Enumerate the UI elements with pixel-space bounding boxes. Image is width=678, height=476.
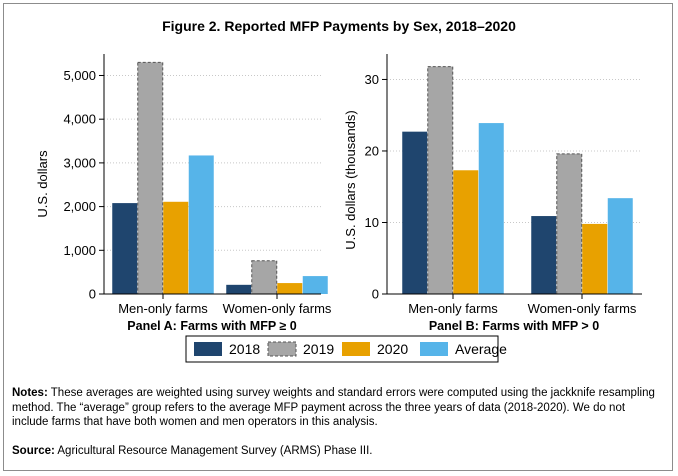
x-tick-label: Women-only farms (528, 301, 637, 316)
x-tick-label: Women-only farms (223, 301, 332, 316)
source-label: Source: (12, 444, 55, 457)
y-tick-label: 0 (372, 287, 379, 302)
source-text: Agricultural Resource Management Survey … (57, 444, 373, 457)
y-tick-label: 3,000 (63, 155, 96, 170)
bar-2019-women (251, 260, 278, 295)
bar-2020-men (163, 201, 189, 294)
bar-average-men (478, 123, 504, 294)
bar-average-women (607, 198, 633, 294)
bar-2018-women (226, 284, 252, 294)
panel-a-ylabel: U.S. dollars (35, 150, 50, 218)
legend-label-average: Average (455, 341, 507, 357)
notes-paragraph: Notes: These averages are weighted using… (12, 386, 662, 430)
legend-swatch-2019 (267, 341, 297, 357)
chart-svg: U.S. dollars U.S. dollars (thousands) Pa… (35, 54, 642, 363)
bar-average-men (188, 155, 214, 294)
panel-b-title: Panel B: Farms with MFP > 0 (429, 319, 599, 333)
notes-label: Notes: (12, 387, 48, 399)
bar-2020-women (277, 283, 303, 294)
y-tick-label: 10 (365, 215, 379, 230)
bar-2020-men (453, 170, 479, 294)
y-tick-label: 4,000 (63, 112, 96, 127)
bar-2019-women (556, 153, 583, 295)
source-paragraph: Source: Agricultural Resource Management… (12, 444, 662, 459)
bar-2018-men (112, 203, 138, 294)
y-tick-label: 5,000 (63, 68, 96, 83)
notes-block: Notes: These averages are weighted using… (12, 386, 662, 458)
y-tick-label: 20 (365, 143, 379, 158)
y-tick-label: 1,000 (63, 243, 96, 258)
legend-label-2019: 2019 (303, 341, 334, 357)
notes-text: These averages are weighted using survey… (12, 387, 655, 428)
legend-swatch-average (420, 342, 448, 356)
legend-label-2020: 2020 (377, 341, 408, 357)
figure-title: Figure 2. Reported MFP Payments by Sex, … (162, 18, 516, 34)
y-tick-label: 30 (365, 72, 379, 87)
figure-frame (3, 3, 673, 471)
panel-a-title: Panel A: Farms with MFP ≥ 0 (127, 319, 296, 333)
legend-swatch-2018 (194, 342, 222, 356)
x-tick-label: Men-only farms (118, 301, 208, 316)
bar-2019-men (427, 66, 454, 295)
y-tick-label: 2,000 (63, 199, 96, 214)
bar-2019-men (137, 61, 164, 295)
panel-b-ylabel: U.S. dollars (thousands) (343, 110, 358, 249)
bar-2020-women (582, 223, 608, 294)
bar-2018-men (402, 131, 428, 294)
legend-swatch-2020 (342, 342, 370, 356)
bar-2018-women (531, 216, 557, 294)
bar-average-women (302, 276, 328, 294)
x-tick-label: Men-only farms (408, 301, 498, 316)
legend-label-2018: 2018 (229, 341, 260, 357)
y-tick-label: 0 (89, 287, 96, 302)
